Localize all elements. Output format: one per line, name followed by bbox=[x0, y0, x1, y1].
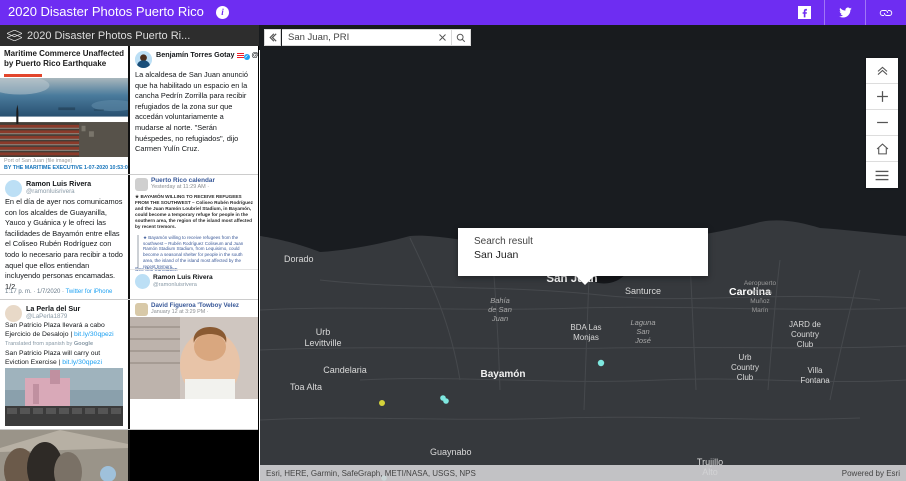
svg-text:Bahía: Bahía bbox=[490, 296, 510, 305]
svg-text:BDA Las: BDA Las bbox=[570, 323, 601, 332]
svg-text:Country: Country bbox=[731, 363, 759, 372]
svg-text:Fontana: Fontana bbox=[800, 376, 830, 385]
svg-text:Bayamón: Bayamón bbox=[480, 369, 525, 380]
svg-text:Urb: Urb bbox=[739, 353, 752, 362]
svg-text:Santurce: Santurce bbox=[625, 286, 661, 296]
svg-text:José: José bbox=[634, 336, 651, 345]
svg-text:Monjas: Monjas bbox=[573, 333, 599, 342]
svg-text:Laguna: Laguna bbox=[630, 318, 655, 327]
svg-text:Guaynabo: Guaynabo bbox=[430, 447, 472, 457]
svg-text:Urb: Urb bbox=[316, 327, 331, 337]
svg-text:de San: de San bbox=[488, 305, 512, 314]
svg-text:Marín: Marín bbox=[752, 307, 769, 314]
svg-text:JARD de: JARD de bbox=[789, 320, 822, 329]
svg-text:San: San bbox=[636, 327, 649, 336]
svg-text:Int'l Luis: Int'l Luis bbox=[748, 289, 772, 296]
svg-text:Dorado: Dorado bbox=[284, 254, 314, 264]
svg-text:Candelaria: Candelaria bbox=[323, 365, 367, 375]
svg-text:Club: Club bbox=[797, 340, 814, 349]
svg-text:Toa Alta: Toa Alta bbox=[290, 382, 322, 392]
svg-text:Levittville: Levittville bbox=[304, 338, 341, 348]
svg-text:Aeropuerto: Aeropuerto bbox=[744, 280, 777, 287]
svg-text:Club: Club bbox=[737, 373, 754, 382]
svg-text:Juan: Juan bbox=[491, 314, 508, 323]
svg-text:Muñoz: Muñoz bbox=[750, 298, 770, 305]
svg-text:Country: Country bbox=[791, 330, 819, 339]
svg-text:Villa: Villa bbox=[808, 366, 824, 375]
